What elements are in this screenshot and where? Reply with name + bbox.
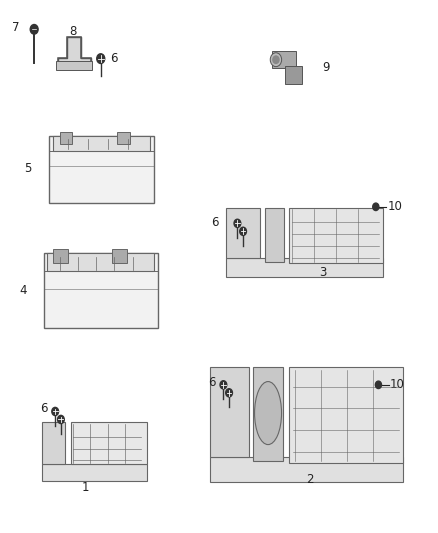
Circle shape: [97, 54, 105, 63]
Circle shape: [220, 381, 227, 389]
Bar: [253, 367, 283, 461]
Circle shape: [373, 203, 379, 211]
Bar: [60, 132, 72, 144]
Text: 10: 10: [387, 200, 402, 213]
Ellipse shape: [254, 382, 282, 445]
Text: 3: 3: [319, 266, 326, 279]
Bar: [272, 51, 296, 68]
Text: 6: 6: [110, 52, 118, 65]
Bar: [289, 208, 383, 263]
Circle shape: [240, 227, 247, 236]
Bar: [56, 61, 92, 70]
Circle shape: [273, 56, 279, 63]
Circle shape: [57, 415, 64, 424]
Text: 8: 8: [69, 26, 77, 38]
Bar: [49, 136, 154, 203]
Bar: [210, 457, 403, 482]
Bar: [47, 253, 154, 271]
Circle shape: [226, 389, 233, 397]
Circle shape: [375, 381, 381, 389]
Bar: [53, 249, 68, 263]
Bar: [71, 422, 147, 464]
Bar: [42, 422, 65, 464]
Text: 1: 1: [81, 481, 89, 494]
Circle shape: [270, 53, 282, 67]
Bar: [44, 253, 158, 328]
Bar: [265, 208, 284, 262]
Text: 5: 5: [24, 163, 32, 175]
Bar: [117, 132, 130, 144]
Text: 2: 2: [307, 473, 314, 486]
Bar: [226, 258, 383, 277]
Text: 7: 7: [12, 21, 20, 34]
Text: 4: 4: [20, 284, 27, 297]
Bar: [285, 66, 302, 84]
Bar: [53, 136, 150, 150]
Circle shape: [52, 407, 59, 416]
Text: 6: 6: [208, 376, 215, 389]
Bar: [112, 249, 127, 263]
Circle shape: [234, 219, 241, 228]
Text: 10: 10: [389, 378, 404, 391]
Bar: [210, 367, 249, 457]
Polygon shape: [58, 37, 91, 61]
Text: 6: 6: [40, 402, 47, 415]
Circle shape: [30, 25, 38, 34]
Text: 6: 6: [212, 216, 219, 229]
Bar: [226, 208, 260, 258]
Bar: [42, 464, 147, 481]
Bar: [289, 367, 403, 464]
Text: 9: 9: [322, 61, 329, 74]
